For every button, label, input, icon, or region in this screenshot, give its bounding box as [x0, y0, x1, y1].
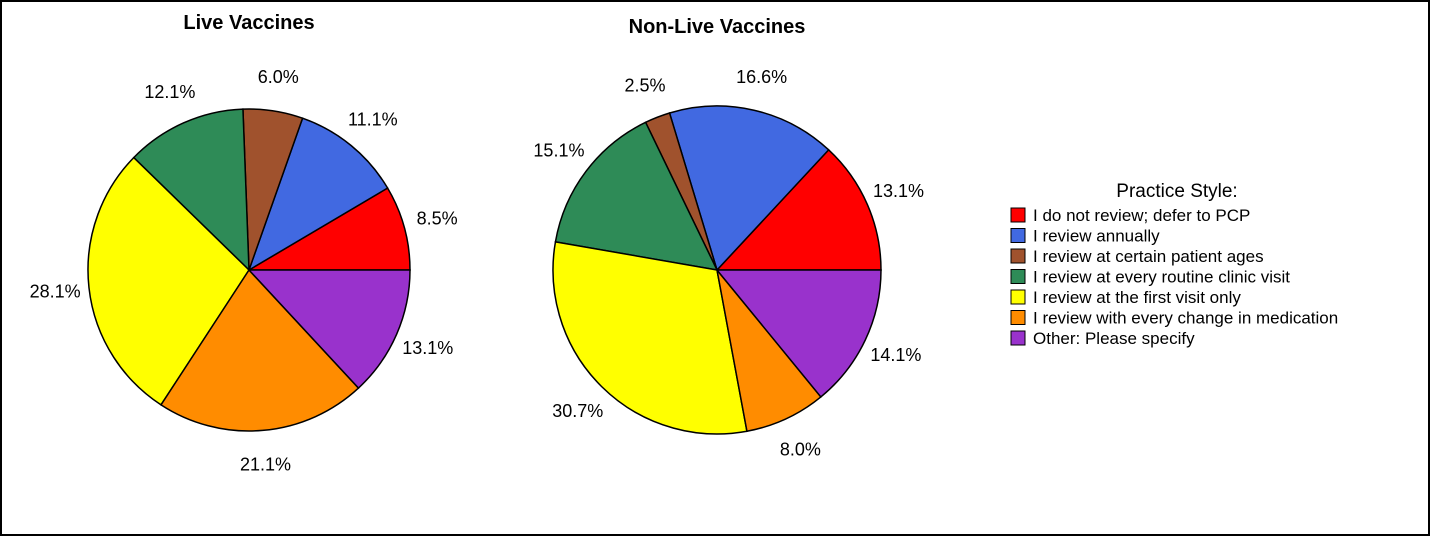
legend-swatch	[1010, 330, 1026, 346]
legend-swatch	[1010, 289, 1026, 305]
pie-slice	[715, 148, 882, 271]
legend-swatch	[1010, 310, 1026, 325]
pie-slice	[246, 187, 411, 271]
pie-slice	[247, 269, 411, 390]
legend-item-label: I review at certain patient ages	[1033, 247, 1264, 266]
slice-label: 14.1%	[870, 345, 921, 365]
legend-item-label: I do not review; defer to PCP	[1033, 206, 1250, 225]
pie-slice	[132, 108, 250, 272]
legend: Practice Style: I do not review; defer to…	[1010, 181, 1338, 348]
slice-label: 15.1%	[533, 141, 584, 161]
pie-slice	[87, 156, 250, 406]
pie-slice	[668, 105, 830, 272]
slice-label: 16.6%	[736, 67, 787, 87]
slice-label: 28.1%	[30, 281, 81, 301]
slice-label: 2.5%	[625, 76, 666, 96]
legend-item-label: Other: Please specify	[1033, 329, 1195, 348]
slice-label: 11.1%	[348, 109, 398, 129]
pie-slice	[554, 121, 719, 271]
legend-swatch	[1010, 207, 1026, 223]
legend-title: Practice Style:	[1116, 181, 1237, 202]
slice-label: 30.7%	[552, 401, 603, 421]
pie-slice	[552, 240, 748, 435]
slice-label: 8.5%	[417, 209, 458, 229]
pie-slice	[247, 117, 389, 272]
slice-label: 8.0%	[780, 440, 821, 460]
legend-item-label: I review at the first visit only	[1033, 288, 1241, 307]
legend-item-label: I review with every change in medication	[1033, 309, 1338, 328]
slice-label: 13.1%	[402, 338, 453, 358]
legend-item-label: I review annually	[1033, 227, 1160, 246]
legend-swatch	[1010, 228, 1026, 243]
slice-label: 21.1%	[240, 454, 291, 474]
pie-slice	[715, 269, 882, 398]
chart-title: Live Vaccines	[183, 12, 314, 34]
legend-swatch	[1010, 269, 1026, 284]
legend-item-label: I review at every routine clinic visit	[1033, 268, 1290, 287]
legend-swatch	[1010, 248, 1026, 264]
slice-label: 6.0%	[258, 67, 299, 87]
pie-slice	[159, 268, 360, 432]
pie-chart-1: Live Vaccines 8.5% 11.1% 6.0% 12.1% 28.1% 21.1…	[30, 12, 458, 474]
chart-title: Non-Live Vaccines	[629, 16, 806, 38]
pie-chart-2: Non-Live Vaccines 13.1% 16.6% 2.5% 15.1% 30.7…	[533, 16, 924, 460]
slice-label: 13.1%	[873, 181, 924, 201]
slice-label: 12.1%	[144, 82, 195, 102]
